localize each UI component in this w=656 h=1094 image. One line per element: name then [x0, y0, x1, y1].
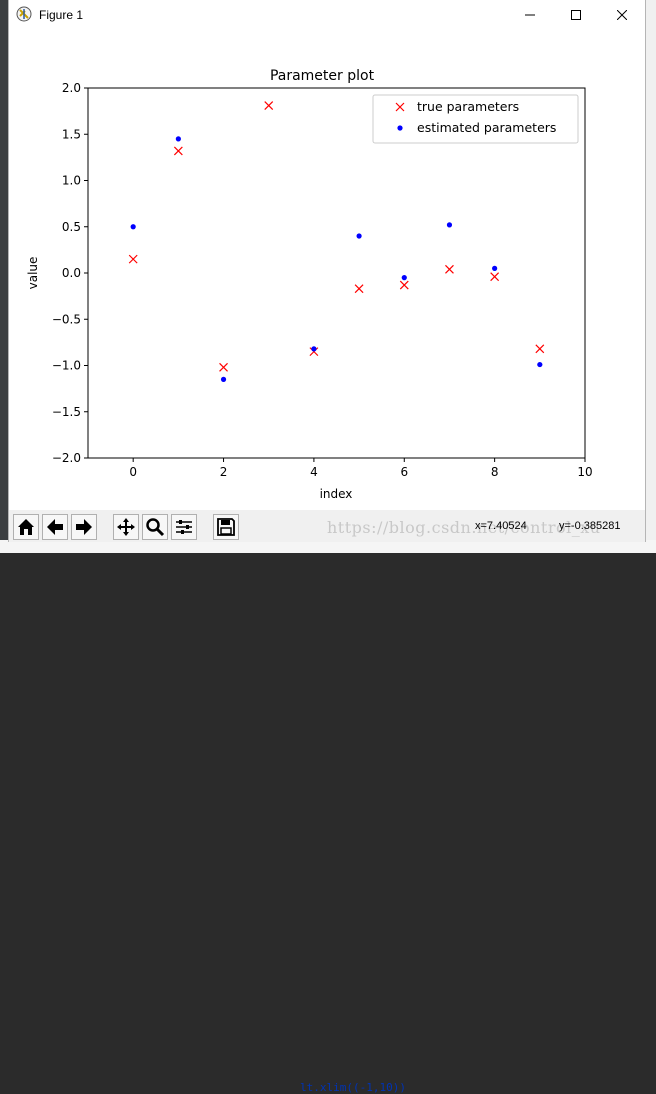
x-axis-label: index: [320, 487, 353, 501]
figure-window: Figure 1 Parameter plot 2.0 1.5 1.0 0.5 0.0 −…: [8, 0, 646, 542]
window-title: Figure 1: [39, 8, 84, 22]
y-tick-label: 2.0: [62, 81, 81, 95]
true-parameter-point: [173, 146, 183, 156]
y-axis-ticks: 2.0 1.5 1.0 0.5 0.0 −0.5 −1.0 −1.5 −2.0: [52, 81, 88, 465]
legend-label-estimated: estimated parameters: [417, 120, 556, 135]
ide-background-left: [0, 0, 8, 553]
maximize-button[interactable]: [553, 0, 599, 30]
estimated-parameter-point: [220, 376, 227, 382]
estimated-parameter-point: [356, 233, 362, 239]
y-tick-label: 0.5: [62, 220, 81, 234]
cursor-x-readout: x=7.40524: [475, 520, 527, 532]
true-parameter-point: [535, 344, 545, 354]
legend-marker-estimated: [397, 125, 403, 131]
x-tick-label: 2: [220, 465, 228, 479]
data-markers: [128, 101, 545, 382]
estimated-parameter-point: [311, 346, 317, 352]
x-axis-ticks: 0 2 4 6 8 10: [129, 458, 593, 479]
figure-canvas[interactable]: Parameter plot 2.0 1.5 1.0 0.5 0.0 −0.5 −1.0 −1…: [9, 30, 645, 510]
legend-marker-true: [395, 102, 405, 112]
cursor-y-readout: y=-0.385281: [559, 520, 621, 532]
estimated-parameter-point: [537, 361, 543, 368]
maximize-icon: [571, 10, 581, 20]
x-tick-label: 8: [491, 465, 499, 479]
back-arrow-icon: [47, 519, 63, 535]
legend-marker-dot: [397, 125, 403, 131]
back-button[interactable]: [42, 514, 68, 540]
estimated-parameter-point: [401, 275, 407, 281]
forward-button[interactable]: [71, 514, 97, 540]
figure-app-icon: [16, 6, 32, 22]
legend-marker-x: [395, 102, 405, 112]
legend-label-true: true parameters: [417, 99, 519, 114]
true-parameter-point: [490, 272, 500, 282]
estimated-parameter-point: [446, 222, 453, 228]
x-tick-label: 10: [577, 465, 592, 479]
pan-button[interactable]: [113, 514, 139, 540]
y-tick-label: −2.0: [52, 451, 81, 465]
ide-code-fragment: lt.xlim((-1,10)): [300, 1081, 406, 1094]
subplots-button[interactable]: [171, 514, 197, 540]
watermark: https://blog.csdn.net/control_xu: [327, 518, 601, 537]
minimize-button[interactable]: [507, 0, 553, 30]
zoom-icon: [146, 518, 165, 537]
x-tick-label: 4: [310, 465, 318, 479]
navigation-toolbar: https://blog.csdn.net/control_xu x=7.405…: [9, 510, 645, 542]
x-tick-label: 0: [129, 465, 137, 479]
minimize-icon: [525, 14, 535, 16]
y-tick-label: −1.0: [52, 359, 81, 373]
forward-arrow-icon: [76, 519, 92, 535]
subplots-icon: [176, 520, 192, 534]
true-parameter-point: [445, 264, 454, 274]
title-bar[interactable]: Figure 1: [9, 0, 645, 30]
scatter-plot: Parameter plot 2.0 1.5 1.0 0.5 0.0 −0.5 −1.0 −1…: [26, 68, 593, 501]
true-parameter-point: [309, 347, 319, 357]
true-parameter-point: [264, 101, 274, 110]
estimated-parameter-point: [492, 265, 498, 271]
estimated-parameter-point: [175, 136, 181, 142]
y-tick-label: 1.0: [62, 174, 81, 188]
y-tick-label: −1.5: [52, 405, 81, 419]
legend: true parameters estimated parameters: [372, 94, 579, 144]
close-button[interactable]: [599, 0, 645, 30]
true-parameter-point: [128, 254, 138, 264]
save-icon: [217, 518, 235, 536]
chart-title: Parameter plot: [270, 68, 375, 84]
close-icon: [617, 10, 627, 20]
save-button[interactable]: [213, 514, 239, 540]
y-tick-label: 0.0: [62, 266, 81, 280]
true-parameter-point: [219, 362, 228, 372]
zoom-button[interactable]: [142, 514, 168, 540]
axes-frame: [87, 87, 586, 459]
ide-background-right: [646, 0, 656, 553]
estimated-parameter-point: [130, 224, 136, 230]
x-tick-label: 6: [400, 465, 408, 479]
true-parameter-point: [354, 284, 364, 294]
true-parameter-point: [399, 280, 409, 290]
y-tick-label: 1.5: [62, 127, 81, 141]
pan-icon: [117, 518, 135, 536]
legend-box: [372, 94, 579, 144]
y-axis-label: value: [26, 257, 40, 290]
home-icon: [18, 519, 34, 535]
y-tick-label: −0.5: [52, 312, 81, 326]
home-button[interactable]: [13, 514, 39, 540]
